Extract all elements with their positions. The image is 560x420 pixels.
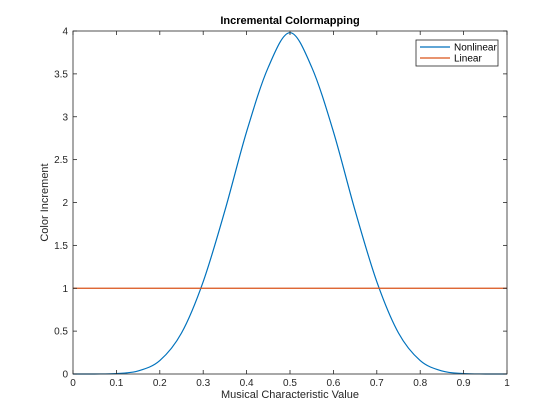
y-tick-label: 0 [62,370,68,381]
chart-title: Incremental Colormapping [220,15,359,27]
legend-label-nonlinear: Nonlinear [454,43,497,54]
x-tick-label: 0.4 [240,378,254,389]
y-tick-label: 3 [62,112,68,123]
y-tick-label: 4 [62,27,68,38]
x-axis-label: Musical Characteristic Value [221,389,359,401]
y-axis-label: Color Increment [39,163,51,241]
x-tick-label: 0.5 [283,378,297,389]
x-tick-label: 0 [70,378,76,389]
x-tick-label: 0.8 [413,378,427,389]
y-tick-label: 2.5 [54,155,68,166]
x-tick-label: 0.2 [153,378,167,389]
plot-background [73,31,507,374]
y-tick-label: 0.5 [54,327,68,338]
y-tick-label: 1 [62,284,68,295]
legend-label-linear: Linear [454,54,482,65]
x-tick-label: 1 [504,378,510,389]
x-tick-label: 0.1 [109,378,123,389]
x-tick-label: 0.6 [326,378,340,389]
x-tick-label: 0.7 [370,378,384,389]
y-tick-label: 3.5 [54,69,68,80]
y-tick-label: 2 [62,198,68,209]
y-tick-label: 1.5 [54,241,68,252]
x-tick-label: 0.3 [196,378,210,389]
plot-area [73,31,507,374]
x-tick-label: 0.9 [457,378,471,389]
